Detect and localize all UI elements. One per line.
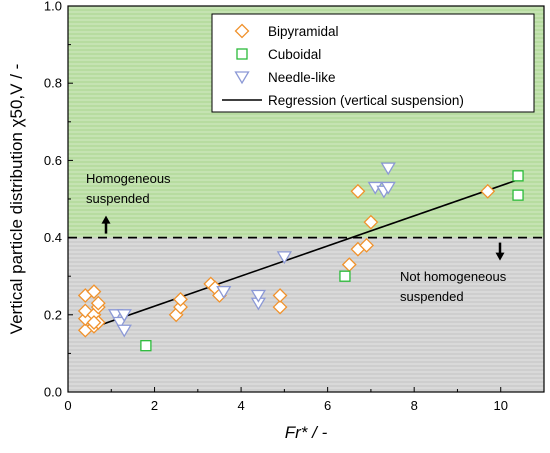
regression-line-segment (85, 178, 519, 331)
point-needle-like (116, 309, 132, 323)
y-axis-title: Vertical particle distribution χ50,V / - (7, 64, 26, 335)
point-cuboidal (512, 170, 524, 182)
legend-marker-bipyramidal (234, 23, 250, 39)
y-tick-label: 0.4 (44, 230, 62, 245)
annotation-line: Not homogeneous (400, 269, 507, 284)
point-needle-like (116, 324, 132, 338)
legend-box (211, 13, 535, 113)
point-cuboidal (339, 270, 351, 282)
y-tick-label: 0.6 (44, 153, 62, 168)
annotations: Homogeneous suspended Not homogeneous suspe… (86, 171, 507, 304)
annotation-line: suspended (400, 289, 464, 304)
point-needle-like (380, 181, 396, 195)
point-cuboidal (512, 189, 524, 201)
legend-marker-cuboidal (236, 48, 248, 60)
point-bipyramidal (86, 315, 102, 330)
point-bipyramidal (173, 299, 188, 315)
axis-ticks: 0 2 4 6 8 10 0.0 0.2 0.4 0.6 0.8 1.0 (44, 0, 508, 413)
point-bipyramidal (272, 299, 288, 315)
x-tick-label: 8 (411, 398, 418, 413)
y-tick-label: 0.0 (44, 385, 62, 400)
point-needle-like (276, 251, 293, 265)
point-bipyramidal (359, 237, 375, 253)
region-not-homogeneous (68, 237, 544, 392)
x-tick-label: 4 (237, 398, 244, 413)
x-tick-label: 6 (324, 398, 331, 413)
point-bipyramidal (350, 183, 366, 199)
point-bipyramidal (173, 291, 188, 307)
legend-label: Bipyramidal (268, 24, 339, 39)
annotation-not-homogeneous: Not homogeneous suspended (400, 269, 507, 304)
legend: Bipyramidal Cuboidal Needle-like Regression… (211, 13, 535, 113)
regression-line (85, 178, 519, 331)
arrow-up-head-icon (101, 215, 111, 224)
axis-titles: Fr* / - Vertical particle distribution χ5… (7, 64, 328, 442)
y-tick-label: 1.0 (44, 0, 62, 14)
point-needle-like (250, 289, 267, 303)
x-tick-label: 0 (64, 398, 71, 413)
point-bipyramidal (480, 183, 496, 199)
point-needle-like (112, 316, 128, 330)
point-bipyramidal (90, 295, 106, 311)
x-axis-title: Fr* / - (285, 423, 328, 442)
arrow-down-head-icon (495, 252, 505, 261)
point-bipyramidal (363, 214, 379, 230)
legend-label: Regression (vertical suspension) (268, 93, 464, 108)
annotation-homogeneous: Homogeneous suspended (86, 171, 171, 206)
legend-label: Needle-like (268, 70, 336, 85)
y-tick-label: 0.8 (44, 76, 62, 91)
data-points (77, 162, 524, 352)
point-needle-like (216, 285, 232, 299)
legend-label: Cuboidal (268, 47, 321, 62)
x-tick-label: 2 (151, 398, 158, 413)
annotation-line: Homogeneous (86, 171, 171, 186)
point-cuboidal (140, 340, 152, 352)
point-needle-like (380, 162, 396, 176)
point-bipyramidal (86, 284, 102, 300)
legend-marker-needle-like (234, 71, 250, 85)
annotation-line: suspended (86, 191, 150, 206)
x-tick-label: 10 (493, 398, 507, 413)
y-tick-label: 0.2 (44, 307, 62, 322)
point-bipyramidal (272, 288, 288, 303)
